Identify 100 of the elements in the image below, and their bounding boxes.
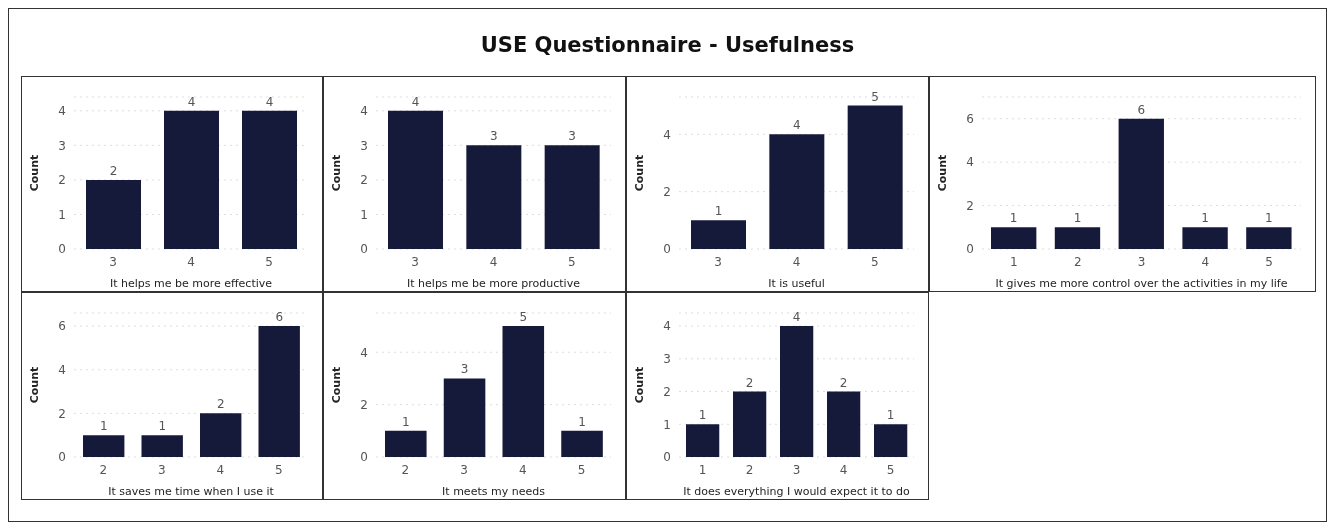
data-label: 4 (793, 118, 801, 133)
y-tick-label: 0 (966, 242, 974, 257)
data-label: 3 (490, 129, 498, 144)
y-tick-label: 4 (58, 104, 66, 119)
bar (780, 326, 814, 457)
x-tick-label: 3 (792, 462, 801, 477)
data-label: 2 (109, 163, 118, 178)
data-label: 1 (1265, 211, 1273, 226)
x-tick-label: 4 (216, 462, 225, 477)
y-tick-label: 6 (966, 111, 974, 126)
data-label: 1 (1201, 211, 1209, 226)
y-tick-label: 4 (663, 127, 671, 142)
x-tick-label: 3 (1137, 254, 1146, 269)
x-tick-label: 4 (1201, 254, 1210, 269)
data-label: 1 (1073, 211, 1082, 226)
y-tick-label: 0 (58, 450, 66, 465)
bar (83, 435, 125, 457)
x-tick-label: 1 (698, 462, 707, 477)
x-tick-label: 3 (411, 254, 419, 269)
bar (874, 424, 908, 457)
x-tick-label: 5 (871, 254, 879, 269)
x-axis-title: It gives me more control over the activities in my life (995, 277, 1288, 290)
x-tick-label: 2 (1073, 254, 1082, 269)
x-axis-title: It helps me be more productive (407, 277, 581, 290)
y-tick-label: 6 (58, 319, 66, 334)
x-tick-label: 3 (714, 254, 722, 269)
x-tick-label: 4 (519, 462, 527, 477)
data-label: 1 (698, 408, 707, 423)
x-tick-label: 2 (745, 462, 754, 477)
data-label: 4 (265, 94, 274, 109)
x-axis-title: It is useful (768, 277, 825, 290)
x-axis-title: It does everything I would expect it to do (683, 485, 910, 498)
data-label: 4 (411, 94, 420, 109)
x-tick-label: 4 (839, 462, 848, 477)
x-tick-label: 5 (265, 254, 273, 269)
y-axis-title: Count (935, 154, 949, 192)
y-tick-label: 2 (58, 173, 66, 188)
data-label: 4 (792, 310, 801, 325)
bar (258, 326, 300, 457)
data-label: 2 (839, 375, 848, 390)
x-tick-label: 1 (1010, 254, 1018, 269)
y-tick-label: 2 (360, 173, 368, 188)
y-tick-label: 4 (360, 345, 368, 360)
y-tick-label: 4 (58, 362, 66, 377)
y-tick-label: 2 (966, 198, 974, 213)
data-label: 5 (871, 89, 879, 104)
data-label: 5 (519, 310, 528, 325)
y-tick-label: 2 (663, 184, 671, 199)
y-tick-label: 1 (663, 417, 671, 432)
data-label: 6 (1137, 102, 1146, 117)
bar (847, 105, 903, 249)
y-axis-title: Count (329, 154, 343, 192)
y-axis-title: Count (632, 154, 646, 192)
x-tick-label: 5 (1265, 254, 1273, 269)
bar (200, 413, 242, 457)
y-tick-label: 2 (360, 397, 368, 412)
data-label: 3 (460, 362, 469, 377)
y-tick-label: 0 (663, 450, 671, 465)
data-label: 1 (401, 414, 410, 429)
x-axis-title: It saves me time when I use it (108, 485, 275, 498)
bar (769, 134, 825, 249)
x-tick-label: 4 (187, 254, 195, 269)
data-label: 3 (568, 129, 576, 144)
y-tick-label: 3 (663, 352, 671, 367)
data-label: 1 (578, 414, 586, 429)
data-label: 2 (216, 397, 225, 412)
y-tick-label: 0 (58, 242, 66, 257)
x-tick-label: 5 (577, 462, 586, 477)
bar (502, 326, 545, 457)
y-axis-title: Count (27, 366, 41, 404)
data-label: 6 (275, 310, 284, 325)
x-tick-label: 3 (109, 254, 117, 269)
x-tick-label: 3 (460, 462, 468, 477)
data-label: 1 (886, 408, 895, 423)
y-axis-title: Count (632, 366, 646, 404)
data-label: 4 (187, 94, 196, 109)
y-tick-label: 4 (663, 319, 671, 334)
y-tick-label: 1 (58, 207, 66, 222)
x-axis-title: It helps me be more effective (109, 277, 273, 290)
x-tick-label: 4 (792, 254, 801, 269)
x-tick-label: 2 (401, 462, 410, 477)
bar (385, 430, 427, 457)
data-label: 2 (745, 375, 754, 390)
x-tick-label: 5 (886, 462, 895, 477)
y-tick-label: 0 (663, 242, 671, 257)
data-label: 1 (99, 419, 108, 434)
x-tick-label: 4 (489, 254, 498, 269)
y-tick-label: 0 (360, 450, 368, 465)
y-tick-label: 4 (360, 104, 368, 119)
x-tick-label: 2 (99, 462, 108, 477)
y-axis-title: Count (27, 154, 41, 192)
x-tick-label: 5 (274, 462, 283, 477)
bar (561, 430, 603, 457)
data-label: 1 (158, 419, 167, 434)
bar (443, 378, 486, 457)
y-tick-label: 3 (58, 138, 66, 153)
bar (686, 424, 720, 457)
y-tick-label: 4 (966, 155, 974, 170)
data-label: 1 (714, 204, 723, 219)
bar (141, 435, 183, 457)
